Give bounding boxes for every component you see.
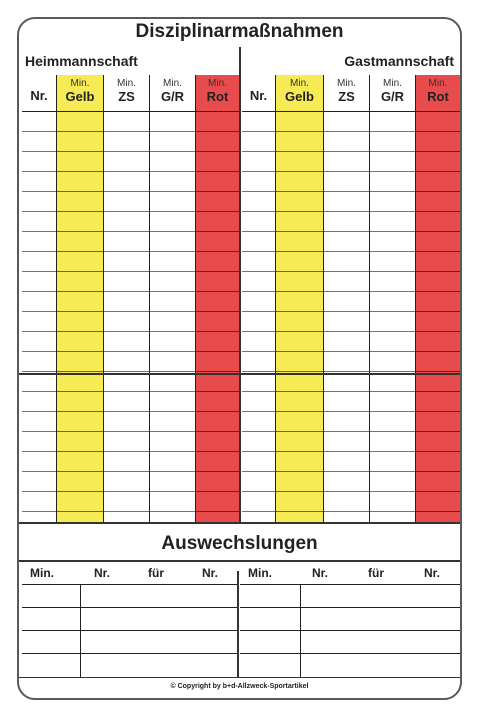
red-column: Min. Rot [196, 75, 239, 522]
gr-column: Min. G/R [370, 75, 416, 522]
min-label: Min. [208, 78, 227, 89]
guest-substitutions-table: Min. Nr. für Nr. [240, 562, 460, 677]
min-label: Min. [428, 78, 448, 89]
min-label: Min. [383, 78, 402, 89]
copyright-text: © Copyright by b+d-Allzweck-Sportartikel [170, 683, 309, 690]
subs-min-header: Min. [30, 566, 54, 580]
nr-column: Nr. [242, 75, 276, 522]
home-substitutions-table: Min. Nr. für Nr. [22, 562, 237, 677]
yellow-cells[interactable] [276, 112, 323, 522]
subs-min-header: Min. [248, 566, 272, 580]
red-cells[interactable] [416, 112, 460, 522]
team-divider [239, 47, 241, 522]
subs-divider [237, 571, 239, 677]
gr-column: Min. G/R [150, 75, 196, 522]
min-label: Min. [163, 78, 182, 89]
rot-header: Rot [206, 89, 229, 104]
yellow-column: Min. Gelb [57, 75, 104, 522]
substitutions-title: Auswechslungen [161, 533, 318, 554]
zs-header: ZS [338, 89, 355, 104]
subs-top-line [19, 560, 460, 562]
min-label: Min. [337, 78, 356, 89]
nr-cells[interactable] [22, 112, 56, 522]
nr-header: Nr. [249, 88, 268, 103]
gr-header: G/R [380, 89, 405, 104]
footer-line [19, 677, 460, 678]
min-label: Min. [290, 78, 309, 89]
gr-header: G/R [160, 89, 185, 104]
min-label: Min. [117, 78, 136, 89]
gr-cells[interactable] [370, 112, 415, 522]
referee-card: Disziplinarmaßnahmen Heimmannschaft Gast… [17, 17, 462, 700]
section-divider [19, 522, 460, 524]
subs-nr-header: Nr. [94, 566, 111, 580]
subs-nr2-header: Nr. [424, 566, 441, 580]
nr-column: Nr. [22, 75, 57, 522]
card-title: Disziplinarmaßnahmen [135, 21, 344, 42]
gelb-header: Gelb [285, 89, 314, 104]
guest-discipline-table: Nr. Min. Gelb Min. ZS Min. G/R [242, 75, 460, 522]
zs-cells[interactable] [104, 112, 149, 522]
subs-fuer-header: für [148, 566, 164, 580]
rot-header: Rot [427, 89, 449, 104]
home-discipline-table: Nr. Min. Gelb Min. ZS Min. G/R [22, 75, 239, 522]
nr-cells[interactable] [242, 112, 275, 522]
subs-fuer-header: für [368, 566, 384, 580]
zs-header: ZS [118, 89, 135, 104]
gr-cells[interactable] [150, 112, 195, 522]
subs-nr2-header: Nr. [202, 566, 219, 580]
nr-header: Nr. [30, 88, 48, 103]
min-label: Min. [70, 78, 90, 89]
zs-cells[interactable] [324, 112, 369, 522]
yellow-cells[interactable] [57, 112, 103, 522]
zs-column: Min. ZS [104, 75, 150, 522]
red-column: Min. Rot [416, 75, 460, 522]
guest-team-label: Gastmannschaft [344, 53, 454, 69]
gelb-header: Gelb [65, 89, 95, 104]
home-team-label: Heimmannschaft [25, 53, 138, 69]
zs-column: Min. ZS [324, 75, 370, 522]
half-divider [19, 373, 460, 375]
subs-nr-header: Nr. [312, 566, 329, 580]
yellow-column: Min. Gelb [276, 75, 324, 522]
red-cells[interactable] [196, 112, 239, 522]
